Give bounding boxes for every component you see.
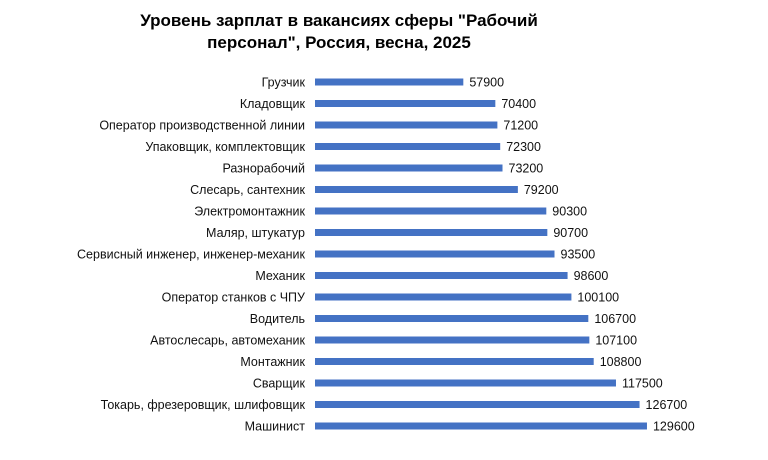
- chart-title-line-1: Уровень зарплат в вакансиях сферы "Рабоч…: [140, 11, 538, 30]
- value-label: 72300: [506, 140, 541, 154]
- category-label: Сварщик: [253, 377, 306, 391]
- category-label: Электромонтажник: [194, 205, 305, 219]
- bar: [315, 336, 590, 344]
- value-label: 117500: [622, 377, 663, 391]
- bar: [315, 315, 589, 322]
- value-label: 106700: [594, 312, 636, 326]
- bar: [315, 143, 501, 150]
- category-label: Токарь, фрезеровщик, шлифовщик: [101, 398, 306, 412]
- bar: [315, 401, 640, 408]
- category-label: Машинист: [245, 420, 306, 434]
- value-label: 93500: [561, 248, 596, 262]
- value-label: 90700: [553, 226, 588, 240]
- value-label: 90300: [552, 205, 587, 219]
- category-label: Оператор станков с ЧПУ: [162, 291, 305, 305]
- value-label: 71200: [503, 119, 538, 133]
- bar: [315, 229, 548, 236]
- value-label: 70400: [501, 97, 536, 111]
- category-label: Водитель: [250, 312, 305, 326]
- category-label: Оператор производственной линии: [99, 119, 305, 133]
- bar: [315, 78, 464, 86]
- category-label: Разнорабочий: [222, 162, 305, 176]
- category-label: Упаковщик, комплектовщик: [145, 140, 305, 154]
- value-label: 79200: [524, 183, 559, 197]
- bar: [315, 207, 547, 215]
- value-label: 98600: [574, 269, 609, 283]
- category-label: Слесарь, сантехник: [190, 183, 305, 197]
- bar: [315, 293, 572, 301]
- bar: [315, 272, 568, 279]
- category-label: Монтажник: [240, 355, 305, 369]
- category-label: Автослесарь, автомеханик: [150, 334, 305, 348]
- bar: [315, 379, 616, 387]
- chart-title-line-2: персонал", Россия, весна, 2025: [207, 33, 471, 52]
- bar: [315, 422, 647, 430]
- value-label: 126700: [646, 398, 688, 412]
- bar: [315, 250, 555, 258]
- value-label: 108800: [600, 355, 642, 369]
- category-label: Грузчик: [262, 76, 306, 90]
- category-label: Механик: [255, 269, 305, 283]
- bar: [315, 358, 594, 365]
- value-label: 129600: [653, 420, 695, 434]
- value-label: 73200: [509, 162, 544, 176]
- category-label: Сервисный инженер, инженер-механик: [77, 248, 305, 262]
- bar: [315, 100, 496, 107]
- category-label: Кладовщик: [240, 97, 306, 111]
- category-label: Маляр, штукатур: [206, 226, 305, 240]
- value-label: 100100: [577, 291, 619, 305]
- bar: [315, 121, 498, 129]
- bars: [315, 78, 647, 430]
- bar: [315, 164, 503, 172]
- value-label: 107100: [595, 334, 637, 348]
- chart-title: Уровень зарплат в вакансиях сферы "Рабоч…: [0, 10, 678, 54]
- bar: [315, 186, 518, 193]
- value-label: 57900: [469, 76, 504, 90]
- category-labels: Грузчик Кладовщик Оператор производственно…: [77, 76, 305, 434]
- value-labels: 57900 70400 71200 72300 73200 79200 90300 90700…: [469, 76, 694, 434]
